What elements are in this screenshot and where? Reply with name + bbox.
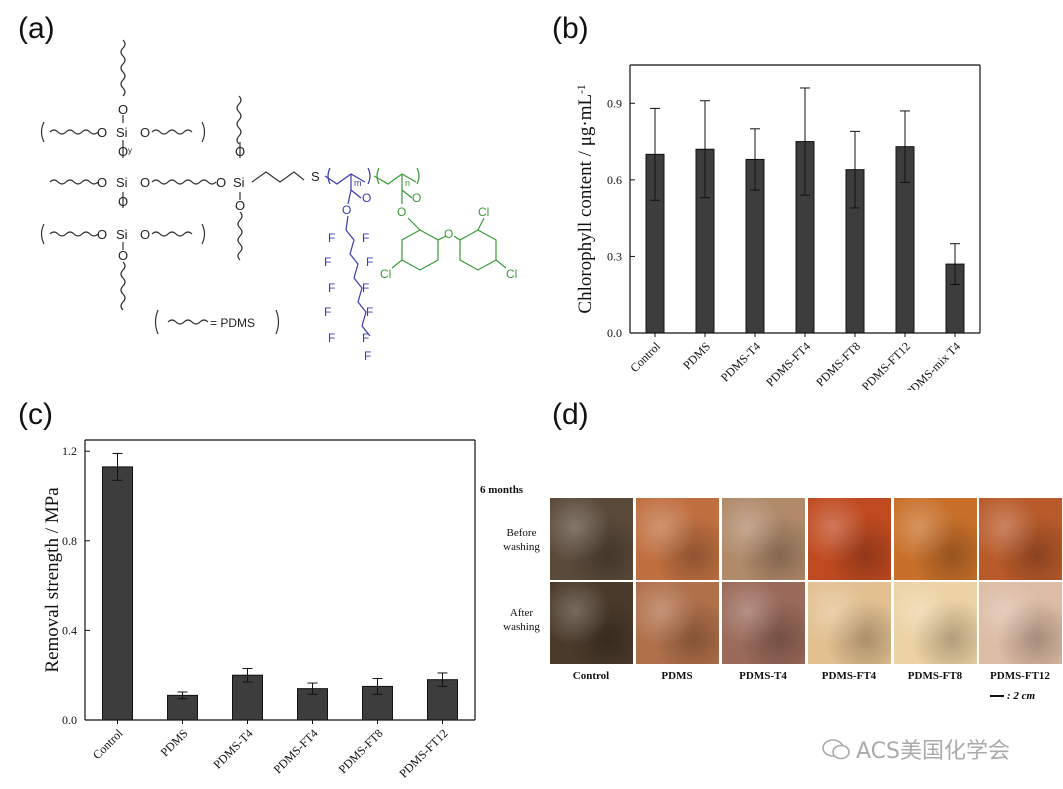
svg-text:y: y	[128, 146, 132, 155]
svg-text:F: F	[328, 231, 335, 245]
x-tick-label: PDMS-FT4	[271, 726, 321, 776]
x-tick-label: PDMS-FT8	[813, 339, 863, 389]
svg-text:O: O	[140, 175, 150, 190]
svg-text:F: F	[366, 305, 373, 319]
svg-text:O: O	[140, 227, 150, 242]
x-tick-label: PDMS-FT8	[336, 726, 386, 776]
svg-text:n: n	[405, 178, 410, 188]
svg-text:O: O	[118, 194, 128, 209]
row-label-after: After washing	[503, 607, 540, 633]
svg-text:O: O	[412, 191, 421, 205]
x-tick-label: PDMS	[680, 339, 713, 372]
svg-text:= PDMS: = PDMS	[210, 316, 255, 330]
svg-text:O: O	[118, 248, 128, 263]
wechat-icon	[822, 739, 850, 760]
x-tick-label: PDMS-T4	[210, 726, 255, 771]
photo-tile	[808, 498, 891, 580]
photo-tile	[722, 498, 805, 580]
panel-label-c: (c)	[18, 398, 53, 431]
svg-text:O: O	[216, 175, 226, 190]
svg-text:F: F	[366, 255, 373, 269]
x-tick-label: PDMS-FT12	[396, 726, 450, 780]
svg-text:O: O	[118, 144, 128, 159]
y-axis-label: Chlorophyll content / μg·mL-1	[575, 84, 596, 313]
svg-text:m: m	[354, 178, 362, 188]
svg-text:F: F	[328, 281, 335, 295]
y-tick-label: 0.8	[62, 534, 77, 548]
photo-tile	[979, 582, 1062, 664]
svg-text:F: F	[324, 255, 331, 269]
chlorophyll-chart: 0.0 0.3 0.6 0.9 Chlorophyll content / μg·mL-…	[575, 64, 981, 390]
scale-bar: : 2 cm	[990, 690, 1035, 702]
svg-text:Si: Si	[233, 175, 245, 190]
svg-text:O: O	[97, 125, 107, 140]
svg-text:Si: Si	[116, 227, 128, 242]
svg-text:F: F	[364, 349, 371, 363]
column-label: PDMS-T4	[739, 670, 787, 682]
y-tick-label: 0.6	[607, 173, 622, 187]
svg-text:F: F	[362, 331, 369, 345]
photo-title: 6 months	[480, 484, 524, 496]
bar-pdms	[167, 694, 198, 721]
svg-text:O: O	[342, 203, 351, 217]
svg-text:Si: Si	[116, 125, 128, 140]
svg-text:O: O	[444, 227, 453, 241]
column-label: PDMS-FT12	[990, 670, 1050, 682]
photo-tile	[808, 582, 891, 664]
svg-text:O: O	[235, 144, 245, 159]
column-label: PDMS-FT4	[821, 670, 877, 682]
svg-text:O: O	[397, 205, 406, 219]
column-label: Control	[572, 670, 610, 682]
photo-tile	[636, 498, 719, 580]
y-tick-label: 0.9	[607, 96, 622, 110]
removal-strength-chart: 0.0 0.4 0.8 1.2 Removal strength / MPa Contro…	[42, 439, 476, 780]
svg-text:O: O	[140, 125, 150, 140]
svg-text:Si: Si	[116, 175, 128, 190]
x-tick-label: Control	[627, 339, 663, 375]
panel-label-b: (b)	[552, 12, 589, 45]
y-tick-label: 0.0	[62, 713, 77, 727]
photo-tile	[979, 498, 1062, 580]
svg-text:O: O	[235, 198, 245, 213]
svg-text:O: O	[362, 191, 371, 205]
bar-control	[102, 466, 133, 721]
panel-label-d: (d)	[552, 398, 589, 431]
y-tick-label: 1.2	[62, 444, 77, 458]
photo-tile	[722, 582, 805, 664]
svg-text:S: S	[311, 169, 320, 184]
x-tick-label: PDMS-mix T4	[903, 339, 963, 390]
svg-text:F: F	[362, 231, 369, 245]
svg-text:O: O	[97, 175, 107, 190]
x-tick-label: PDMS-FT12	[859, 339, 913, 390]
panel-label-a: (a)	[18, 12, 55, 45]
svg-text:O: O	[118, 102, 128, 117]
svg-text:O: O	[97, 227, 107, 242]
y-tick-label: 0.4	[62, 623, 77, 637]
photo-tile	[636, 582, 719, 664]
photo-tile	[550, 498, 633, 580]
x-tick-label: PDMS-FT4	[763, 339, 813, 389]
photo-tile	[894, 582, 977, 664]
y-tick-label: 0.3	[607, 249, 622, 263]
column-label: PDMS-FT8	[907, 670, 963, 682]
y-axis-label: Removal strength / MPa	[42, 487, 63, 673]
svg-text:F: F	[328, 331, 335, 345]
x-tick-label: PDMS	[158, 726, 191, 759]
svg-text:Cl: Cl	[506, 267, 517, 281]
svg-text:F: F	[324, 305, 331, 319]
photo-tile	[894, 498, 977, 580]
x-tick-label: PDMS-T4	[718, 339, 763, 384]
bar-pdms-t4	[232, 674, 263, 721]
svg-text:F: F	[362, 281, 369, 295]
svg-text:Cl: Cl	[478, 205, 489, 219]
y-tick-label: 0.0	[607, 326, 622, 340]
row-label-before: Before washing	[503, 527, 540, 553]
photo-tile	[550, 582, 633, 664]
column-label: PDMS	[661, 670, 693, 682]
watermark: ACS美国化学会	[822, 733, 1010, 765]
svg-text:Cl: Cl	[380, 267, 391, 281]
x-tick-label: Control	[90, 726, 126, 762]
